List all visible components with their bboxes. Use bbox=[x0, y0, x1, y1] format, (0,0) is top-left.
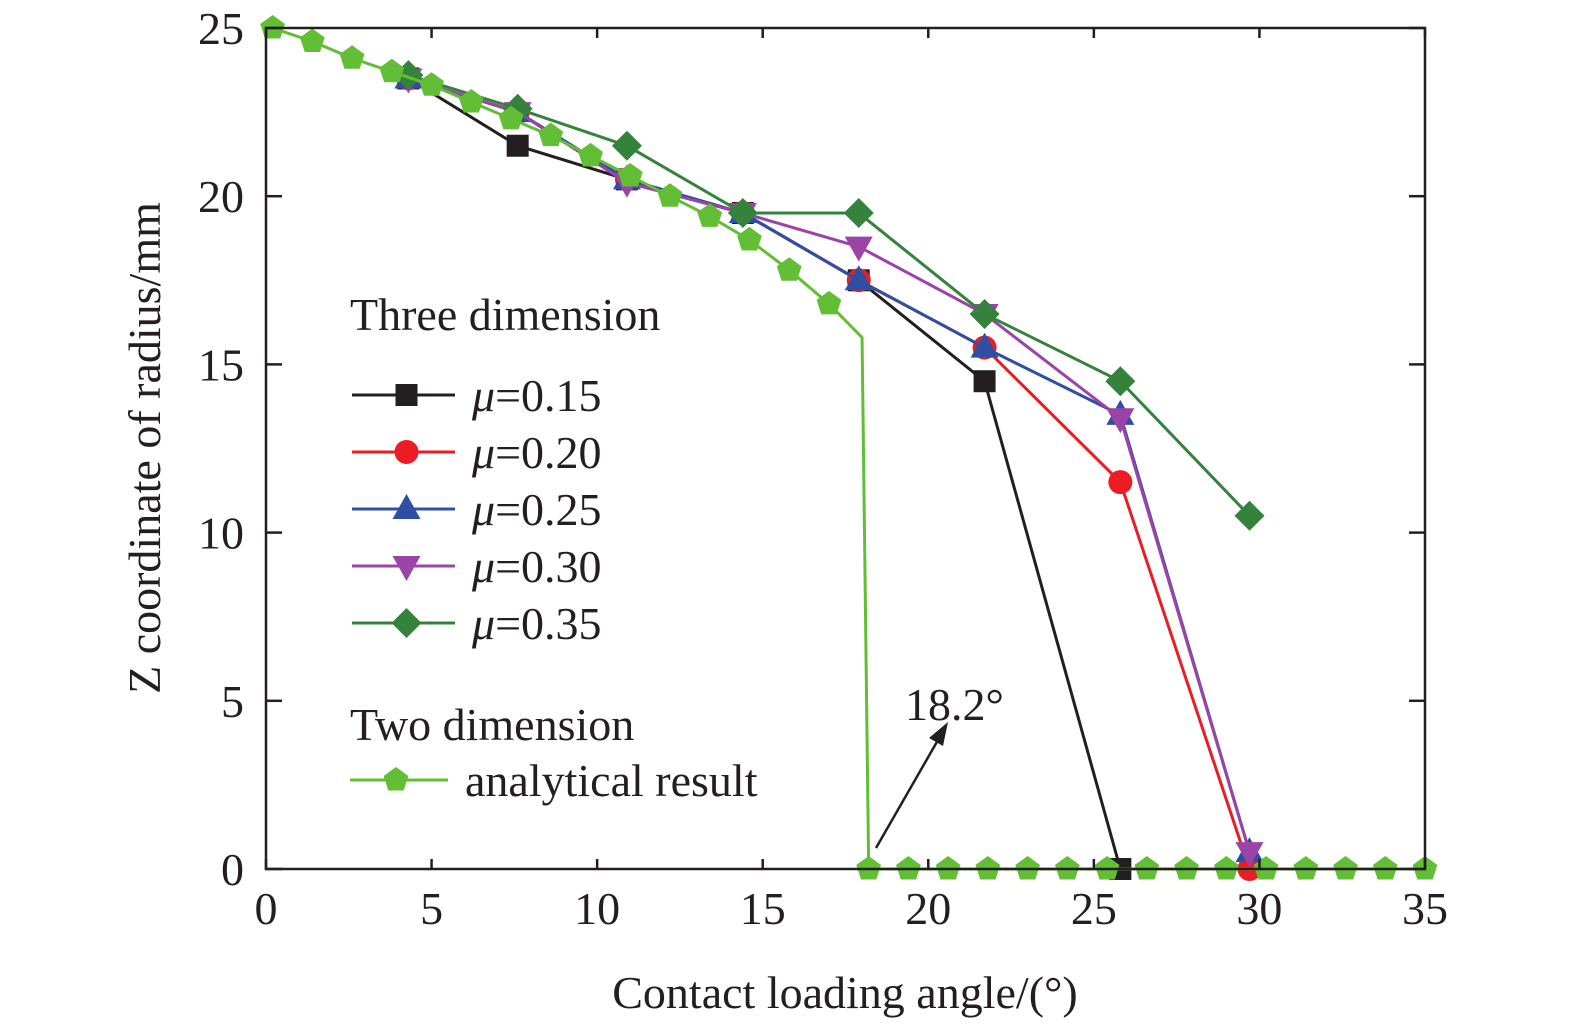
data-point bbox=[419, 72, 444, 96]
data-point bbox=[697, 203, 723, 227]
legend-marker bbox=[383, 767, 409, 791]
legend-label: analytical result bbox=[465, 755, 758, 806]
y-tick-label: 25 bbox=[198, 3, 244, 54]
x-axis-label: Contact loading angle/(°) bbox=[612, 967, 1077, 1018]
legend-item: μ=0.30 bbox=[352, 541, 602, 592]
series-line bbox=[407, 73, 1251, 517]
plot-frame bbox=[264, 26, 1427, 871]
x-tick-label: 0 bbox=[255, 883, 278, 934]
data-point bbox=[538, 122, 564, 147]
legend-label: μ=0.30 bbox=[471, 541, 602, 592]
data-point bbox=[973, 370, 996, 393]
y-tick-label: 15 bbox=[198, 339, 244, 390]
legend: Three dimension Two dimension μ=0.15 μ=0.… bbox=[350, 289, 758, 806]
data-point bbox=[657, 183, 683, 207]
legend-marker bbox=[392, 556, 421, 581]
data-point bbox=[611, 130, 642, 161]
legend-marker bbox=[394, 440, 419, 464]
legend-title-2d: Two dimension bbox=[350, 699, 634, 750]
x-tick-label: 5 bbox=[420, 883, 443, 934]
legend-label: μ=0.15 bbox=[471, 370, 602, 421]
legend-item: μ=0.25 bbox=[352, 484, 602, 535]
legend-item: analytical result bbox=[350, 755, 758, 806]
data-point bbox=[844, 236, 873, 262]
y-tick-label: 0 bbox=[221, 844, 244, 895]
y-tick-label: 5 bbox=[221, 676, 244, 727]
annotation-label: 18.2° bbox=[905, 679, 1004, 730]
data-point bbox=[843, 198, 874, 229]
x-tick-label: 35 bbox=[1402, 883, 1448, 934]
y-tick-label: 20 bbox=[198, 171, 244, 222]
x-tick-label: 15 bbox=[740, 883, 786, 934]
annotation-arrowhead bbox=[929, 722, 948, 746]
legend-item: μ=0.15 bbox=[352, 370, 602, 421]
legend-marker bbox=[395, 384, 418, 406]
data-point bbox=[578, 142, 603, 167]
data-point bbox=[816, 290, 842, 315]
axis-ticks: 0 5 10 15 20 25 30 35 0 5 10 15 20 25 bbox=[198, 3, 1448, 934]
series-line bbox=[407, 77, 1251, 853]
y-axis-label: Z coordinate of radius/mm bbox=[119, 202, 170, 694]
legend-label: μ=0.25 bbox=[471, 484, 602, 535]
legend-item: μ=0.35 bbox=[352, 598, 602, 649]
x-tick-label: 30 bbox=[1236, 883, 1282, 934]
annotation-arrow bbox=[874, 739, 940, 849]
annotation: 18.2° bbox=[874, 679, 1004, 849]
legend-marker bbox=[391, 608, 422, 638]
x-tick-label: 25 bbox=[1071, 883, 1117, 934]
data-point bbox=[1108, 470, 1133, 495]
series-4 bbox=[393, 60, 1265, 531]
data-point bbox=[776, 257, 802, 281]
data-point bbox=[498, 105, 524, 130]
data-point bbox=[339, 45, 365, 69]
data-point bbox=[1106, 408, 1135, 434]
x-tick-label: 10 bbox=[574, 883, 620, 934]
data-point bbox=[844, 265, 873, 291]
data-point bbox=[1105, 366, 1136, 397]
legend-label: μ=0.20 bbox=[471, 427, 602, 478]
data-point bbox=[970, 332, 999, 358]
data-point bbox=[379, 58, 405, 83]
legend-label: μ=0.35 bbox=[471, 598, 602, 649]
legend-item: μ=0.20 bbox=[352, 427, 602, 478]
data-point bbox=[506, 134, 529, 157]
y-tick-label: 10 bbox=[198, 508, 244, 559]
data-point bbox=[727, 198, 758, 229]
legend-title-3d: Three dimension bbox=[350, 289, 660, 340]
data-point bbox=[617, 163, 643, 187]
data-point bbox=[299, 28, 325, 52]
data-point bbox=[1234, 500, 1265, 531]
legend-marker bbox=[392, 494, 421, 519]
data-point bbox=[737, 226, 762, 251]
data-point bbox=[969, 298, 1000, 329]
data-point bbox=[458, 89, 484, 113]
x-tick-label: 20 bbox=[905, 883, 951, 934]
data-point bbox=[1235, 842, 1264, 868]
series-layer bbox=[260, 15, 1438, 881]
